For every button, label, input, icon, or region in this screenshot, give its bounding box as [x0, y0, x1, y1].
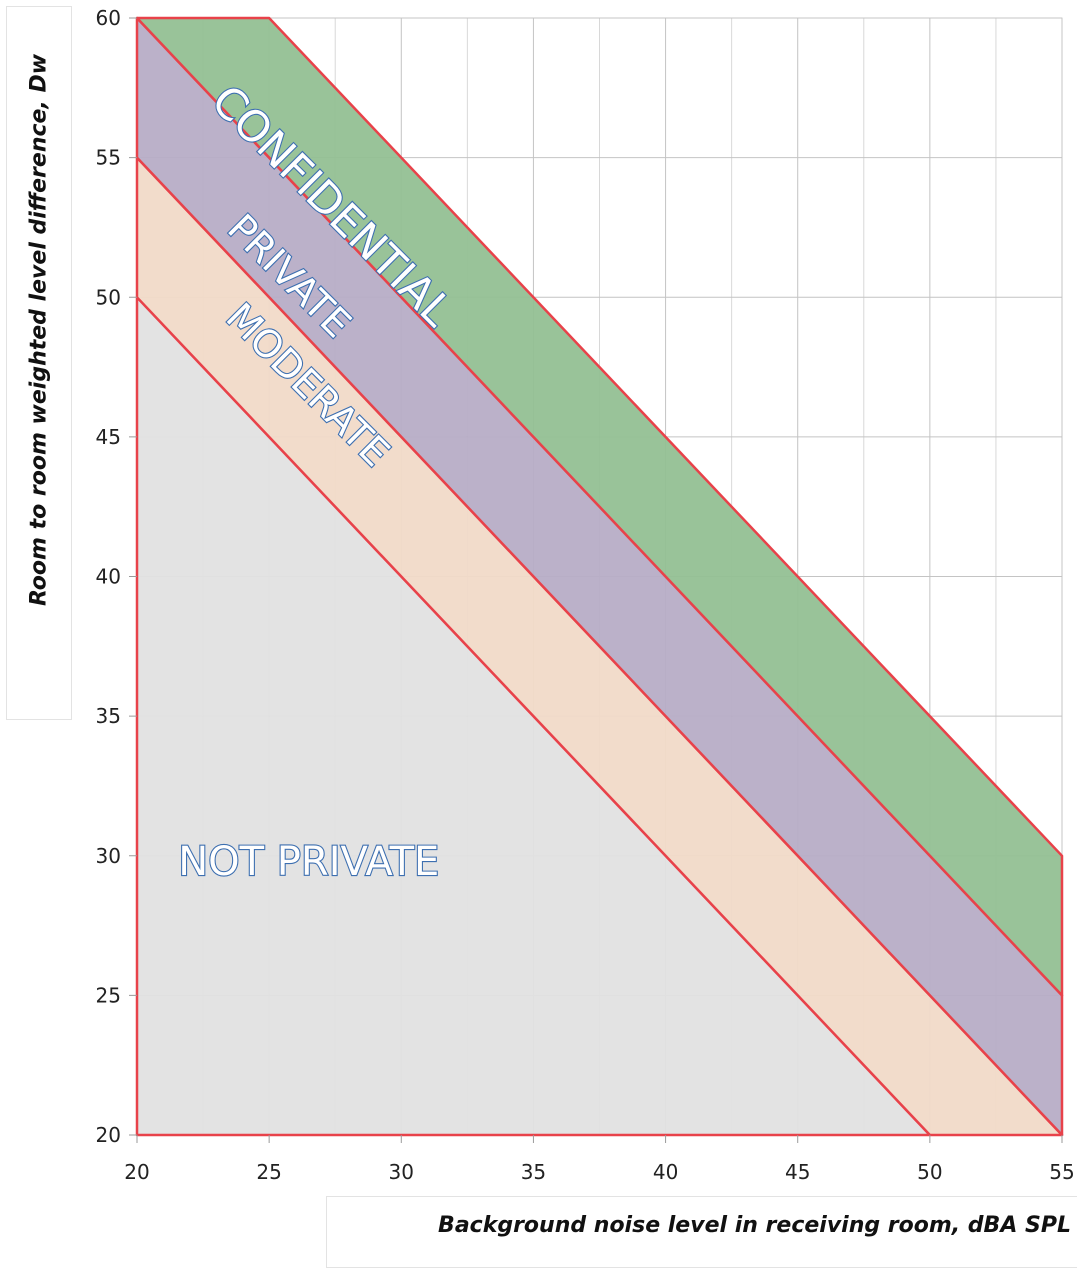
x-tick-label: 35 [521, 1160, 546, 1184]
x-tick-label: 25 [256, 1160, 281, 1184]
y-tick-label: 35 [96, 704, 121, 728]
y-tick-label: 50 [96, 285, 121, 309]
region-confidential [135, 16, 1064, 997]
x-tick-label: 40 [653, 1160, 678, 1184]
x-tick-label: 55 [1049, 1160, 1074, 1184]
x-axis-label: Background noise level in receiving room… [438, 1213, 1071, 1238]
y-tick-label: 55 [96, 146, 121, 170]
y-tick-label: 25 [96, 983, 121, 1007]
x-tick-label: 30 [389, 1160, 414, 1184]
y-tick-label: 60 [96, 6, 121, 30]
y-tick-label: 45 [96, 425, 121, 449]
y-tick-label: 20 [96, 1123, 121, 1147]
plot-area: 20 25 30 35 40 45 50 55 60 20 25 30 35 40 45 50 55 NOT PR… [96, 6, 1075, 1184]
x-tick-label: 45 [785, 1160, 810, 1184]
y-tick-label: 30 [96, 844, 121, 868]
region-label-not-private: NOT PRIVATE [178, 839, 439, 885]
y-axis-label-box [6, 6, 72, 720]
x-tick-label: 20 [124, 1160, 149, 1184]
x-tick-label: 50 [917, 1160, 942, 1184]
y-tick-label: 40 [96, 565, 121, 589]
